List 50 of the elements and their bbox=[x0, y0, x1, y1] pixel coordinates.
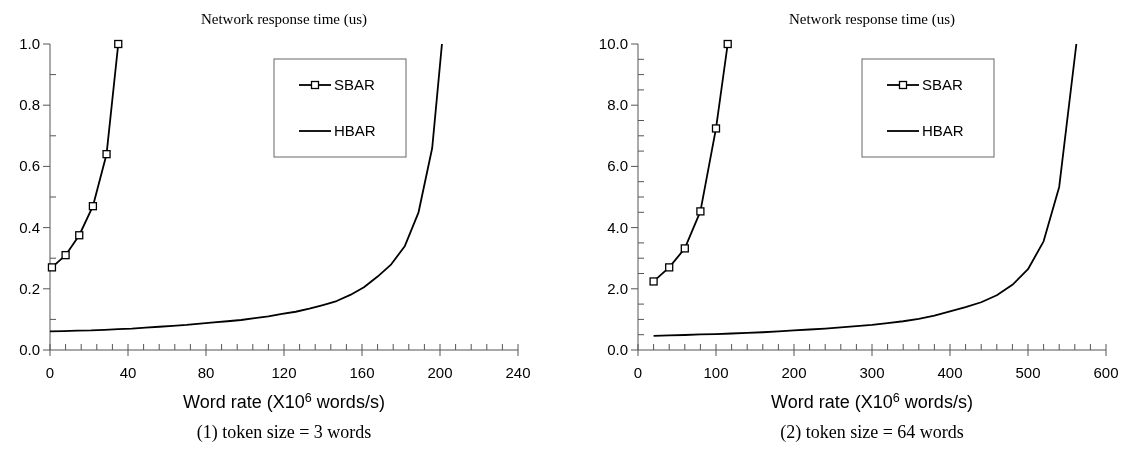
x-tick-label: 400 bbox=[937, 364, 963, 381]
x-tick-label: 500 bbox=[1015, 364, 1041, 381]
legend-label: SBAR bbox=[334, 76, 376, 93]
point bbox=[114, 39, 123, 49]
legend-label: HBAR bbox=[334, 122, 376, 139]
x-tick-label: 80 bbox=[197, 364, 215, 381]
y-tick-label: 0.4 bbox=[19, 218, 40, 236]
x-tick-label: 160 bbox=[349, 364, 375, 381]
point bbox=[88, 202, 98, 211]
x-tick-label: 200 bbox=[427, 364, 453, 381]
y-tick-label: 0.8 bbox=[19, 96, 40, 114]
y-tick-label: 1.0 bbox=[19, 35, 40, 52]
y-tick-label: 4.0 bbox=[607, 218, 628, 236]
x-tick-label: 120 bbox=[271, 364, 297, 381]
chart-title: Network response time (us) bbox=[200, 11, 368, 28]
legend-label: HBAR bbox=[922, 122, 964, 139]
point bbox=[75, 231, 84, 240]
point bbox=[61, 250, 70, 260]
y-tick-label: 0.2 bbox=[19, 279, 40, 297]
point bbox=[680, 244, 689, 253]
x-tick-label: 0 bbox=[45, 364, 55, 381]
x-tick-label: 600 bbox=[1093, 364, 1119, 381]
text: (2) token size = 64 words bbox=[780, 422, 964, 443]
y-tick-label: 0.0 bbox=[19, 341, 40, 358]
x-tick-label: 300 bbox=[859, 364, 885, 381]
y-tick-label: 0.6 bbox=[19, 157, 40, 175]
point bbox=[665, 263, 674, 272]
point bbox=[47, 263, 57, 272]
point bbox=[723, 39, 732, 49]
y-tick-label: 2.0 bbox=[607, 279, 628, 297]
point bbox=[711, 124, 721, 133]
line-series bbox=[49, 43, 443, 333]
x-tick-label: 0 bbox=[633, 364, 643, 381]
line-series bbox=[652, 43, 1078, 337]
legend-label: SBAR bbox=[922, 76, 964, 93]
x-tick-label: 100 bbox=[703, 364, 729, 381]
x-axis-title: Word rate (X10$^{6}$ words/s) bbox=[183, 391, 385, 412]
y-tick-label: 10.0 bbox=[598, 35, 628, 52]
x-tick-label: 240 bbox=[505, 364, 531, 381]
x-axis-title: Word rate (X10$^{6}$ words/s) bbox=[771, 391, 973, 412]
point bbox=[102, 150, 111, 159]
y-tick-label: 6.0 bbox=[607, 157, 628, 175]
point bbox=[649, 277, 658, 286]
y-tick-label: 8.0 bbox=[607, 96, 628, 114]
point bbox=[696, 207, 705, 216]
x-tick-label: 200 bbox=[781, 364, 807, 381]
x-tick-label: 40 bbox=[119, 364, 137, 381]
text: (1) token size = 3 words bbox=[196, 422, 372, 443]
chart-title: Network response time (us) bbox=[788, 11, 956, 28]
y-tick-label: 0.0 bbox=[607, 341, 628, 358]
